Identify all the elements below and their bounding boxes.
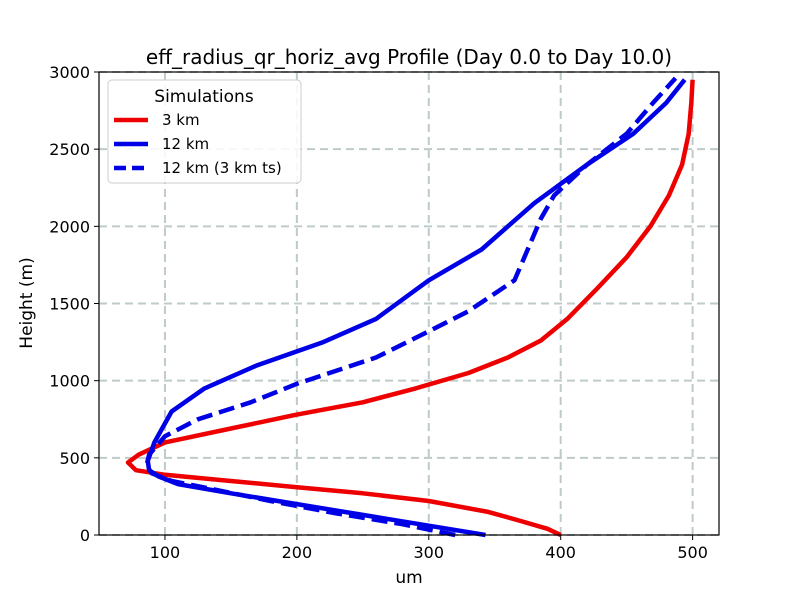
y-tick-label: 0 (80, 526, 90, 545)
y-tick-label: 1500 (49, 295, 90, 314)
y-tick-label: 2000 (49, 217, 90, 236)
legend-label-1: 3 km (162, 111, 200, 129)
y-tick-label: 3000 (49, 63, 90, 82)
y-tick-label: 500 (59, 449, 90, 468)
series-line-3 (144, 76, 678, 538)
y-tick-label: 1000 (49, 372, 90, 391)
legend: Simulations 3 km 12 km 12 km (3 km ts) (107, 79, 302, 184)
series-line-1 (125, 79, 695, 538)
chart-title: eff_radius_qr_horiz_avg Profile (Day 0.0… (146, 45, 672, 69)
legend-title: Simulations (154, 87, 254, 107)
legend-label-3: 12 km (3 km ts) (162, 159, 282, 177)
x-tick-label: 400 (545, 543, 576, 562)
series-layer (125, 76, 695, 538)
legend-entries: 3 km 12 km 12 km (3 km ts) (114, 111, 282, 177)
x-tick-label: 100 (150, 543, 181, 562)
x-axis-label: um (395, 568, 422, 588)
axis-ticks: 100 200 300 400 500 0 500 1000 1500 2000 2500 3000 (49, 63, 708, 562)
x-tick-label: 200 (282, 543, 313, 562)
legend-label-2: 12 km (162, 135, 209, 153)
x-tick-label: 500 (677, 543, 708, 562)
y-tick-label: 2500 (49, 140, 90, 159)
x-tick-label: 300 (414, 543, 445, 562)
y-axis-label: Height (m) (17, 257, 37, 348)
legend-box (107, 79, 302, 184)
